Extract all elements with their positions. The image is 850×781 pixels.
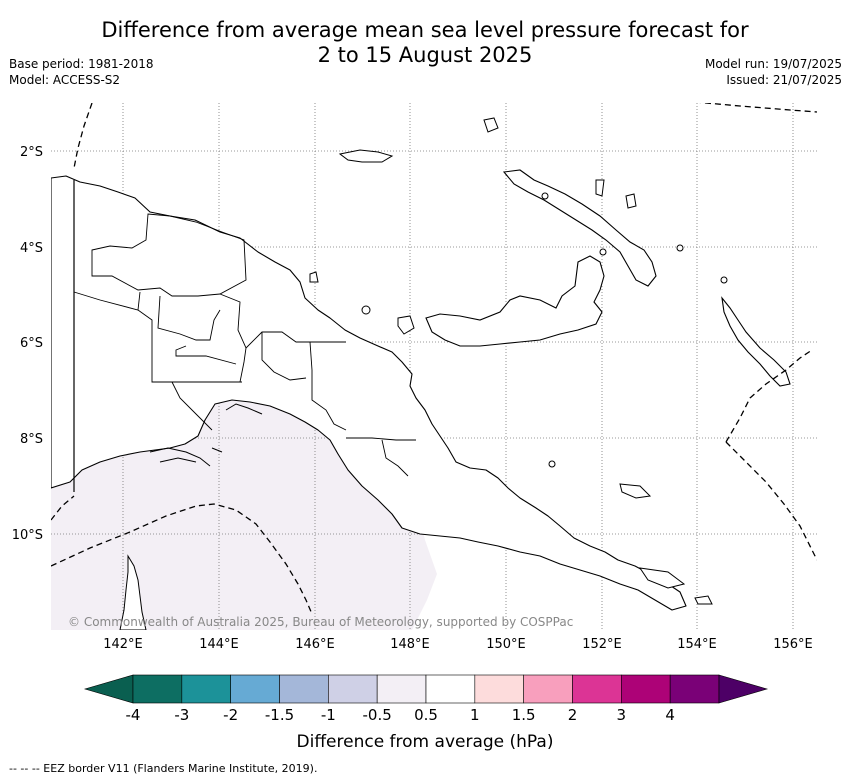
lon-tick-label: 142°E [103, 637, 143, 652]
lon-tick-label: 156°E [773, 637, 813, 652]
lat-tick-label: 2°S [20, 145, 43, 160]
colorbar-segment [669, 674, 720, 704]
colorbar: -4 -3 -2 -1.5 -1 -0.5 0.5 1 1.5 2 3 4 [83, 674, 769, 724]
model-run: Model run: 19/07/2025 [704, 57, 842, 71]
small-island [483, 117, 499, 133]
colorbar-segment [376, 674, 427, 704]
colorbar-under-extension [83, 674, 134, 704]
small-island [619, 483, 652, 499]
manus-island [338, 149, 394, 163]
colorbar-segment [230, 674, 280, 704]
colorbar-tick-label: 1.5 [512, 706, 536, 724]
meta-left: Base period: 1981-2018 Model: ACCESS-S2 [9, 56, 154, 88]
colorbar-over-extension [718, 674, 769, 704]
title-line-2: 2 to 15 August 2025 [317, 43, 533, 67]
colorbar-tick-label: -2 [223, 706, 238, 724]
colorbar-segment [621, 674, 671, 704]
copyright-notice: © Commonwealth of Australia 2025, Bureau… [68, 615, 573, 629]
small-island [638, 567, 686, 589]
new-ireland-coastline [502, 169, 657, 287]
colorbar-segment [572, 674, 622, 704]
colorbar-segment [425, 674, 476, 704]
colorbar-segment [523, 674, 573, 704]
cape-york-coastline [119, 554, 147, 630]
colorbar-segment [279, 674, 329, 704]
small-island [309, 271, 319, 283]
lon-tick-label: 148°E [390, 637, 430, 652]
lon-tick-label: 152°E [582, 637, 622, 652]
meta-right: Model run: 19/07/2025 Issued: 21/07/2025 [705, 56, 842, 88]
eez-footnote: -- -- -- EEZ border V11 (Flanders Marine… [9, 762, 318, 775]
lat-tick-label: 4°S [20, 241, 43, 256]
base-period: Base period: 1981-2018 [9, 57, 154, 71]
river-delta-islands [149, 403, 263, 467]
colorbar-title: Difference from average (hPa) [297, 732, 554, 752]
small-island [595, 179, 605, 197]
colorbar-tick-label: 3 [617, 706, 627, 724]
colorbar-tick-label: 0.5 [414, 706, 438, 724]
small-island [541, 192, 549, 200]
small-island [548, 460, 556, 468]
model-name: Model: ACCESS-S2 [9, 73, 121, 87]
colorbar-tick-label: -4 [126, 706, 141, 724]
colorbar-tick-label: -1.5 [265, 706, 294, 724]
lat-tick-label: 8°S [20, 432, 43, 447]
colorbar-tick-label: -1 [321, 706, 336, 724]
provincial-boundaries [73, 213, 416, 477]
lon-tick-label: 154°E [677, 637, 717, 652]
small-island [694, 595, 713, 605]
issued-date: Issued: 21/07/2025 [726, 73, 842, 87]
lon-tick-label: 150°E [486, 637, 526, 652]
small-island [361, 305, 371, 315]
colorbar-tick-label: 1 [470, 706, 480, 724]
small-island [599, 248, 607, 256]
small-island [676, 244, 684, 252]
lon-tick-label: 144°E [199, 637, 239, 652]
lat-tick-label: 10°S [12, 528, 43, 543]
new-britain-coastline [425, 255, 605, 347]
colorbar-tick-label: -3 [174, 706, 189, 724]
colorbar-tick-label: 4 [665, 706, 675, 724]
map-title: Difference from average mean sea level p… [0, 18, 850, 68]
small-island [720, 276, 728, 284]
small-island [625, 193, 637, 209]
colorbar-segment [474, 674, 524, 704]
eez-border [51, 103, 817, 615]
bougainville-coastline [721, 296, 791, 387]
colorbar-segment [181, 674, 231, 704]
title-line-1: Difference from average mean sea level p… [101, 18, 749, 42]
small-island [397, 315, 415, 335]
colorbar-tick-label: -0.5 [363, 706, 392, 724]
lon-tick-label: 146°E [295, 637, 335, 652]
lat-tick-label: 6°S [20, 336, 43, 351]
colorbar-tick-label: 2 [568, 706, 578, 724]
colorbar-segment [132, 674, 183, 704]
colorbar-segment [328, 674, 378, 704]
